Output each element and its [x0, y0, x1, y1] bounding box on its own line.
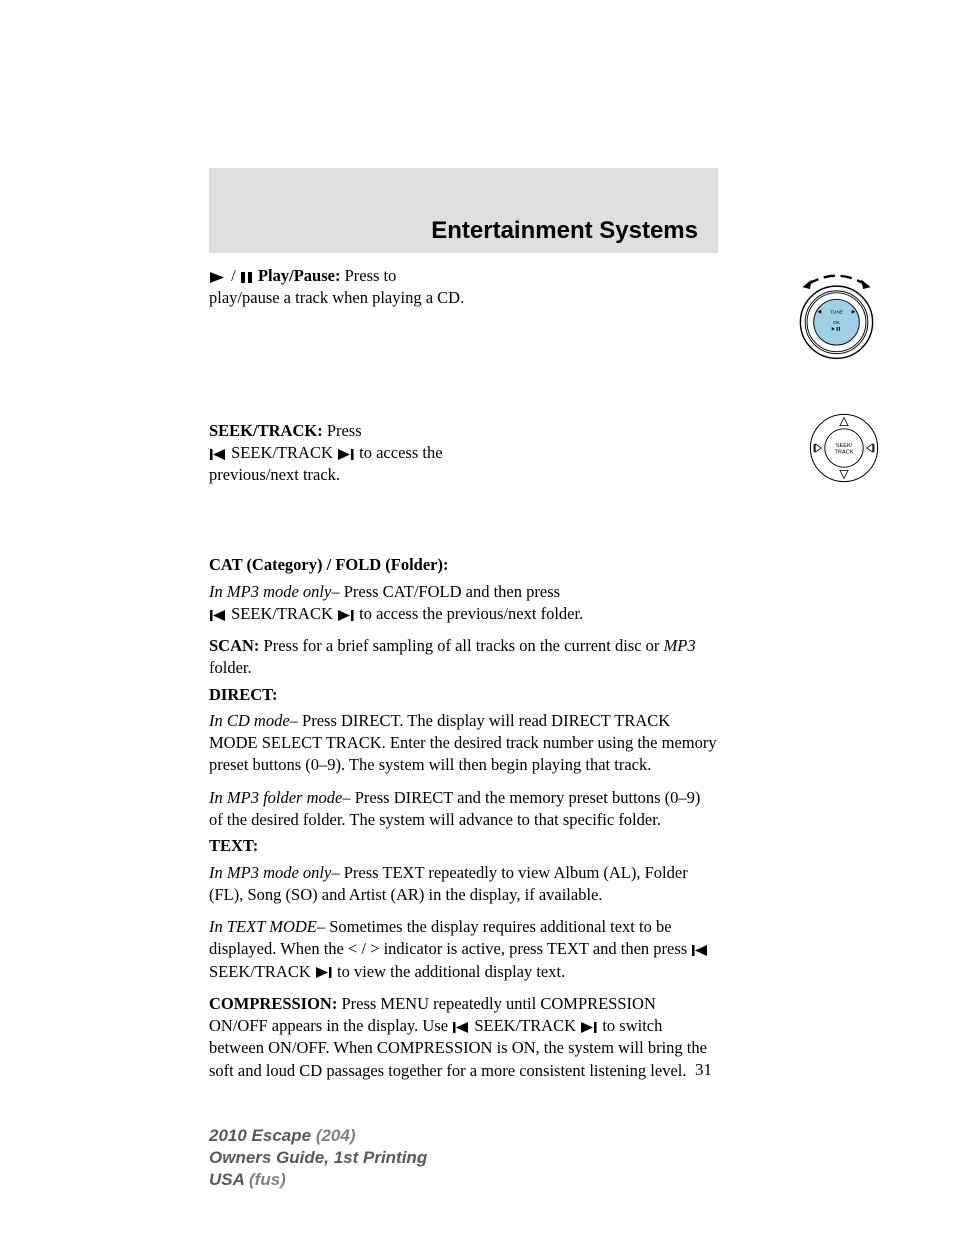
footer-line2: Owners Guide, 1st Printing — [209, 1147, 427, 1169]
prev-track-icon — [452, 1021, 470, 1034]
next-track-icon — [580, 1021, 598, 1034]
cat-post: to access the previous/next folder. — [359, 604, 583, 623]
scan-italic: MP3 — [664, 636, 696, 655]
text-textmode: In TEXT MODE — [209, 917, 317, 936]
next-track-icon — [337, 609, 355, 622]
prev-track-icon — [691, 944, 709, 957]
svg-text:SEEK/: SEEK/ — [836, 443, 853, 449]
cat-mid: SEEK/TRACK — [231, 604, 333, 623]
compression-paragraph: COMPRESSION: Press MENU repeatedly until… — [209, 993, 718, 1082]
direct-label: DIRECT: — [209, 684, 718, 706]
svg-text:TUNE: TUNE — [830, 310, 843, 316]
next-track-icon — [337, 448, 355, 461]
seek-track-dial-illustration: SEEK/ TRACK — [804, 408, 884, 488]
seektrack-mid: SEEK/TRACK — [231, 443, 333, 462]
tune-dial-illustration: TUNE OK — [789, 270, 884, 365]
footer-line1: 2010 Escape (204) — [209, 1125, 427, 1147]
cat-pre: – Press CAT/FOLD and then press — [331, 582, 560, 601]
seektrack-label: SEEK/TRACK: — [209, 421, 323, 440]
seektrack-paragraph: SEEK/TRACK: Press SEEK/TRACK to access t… — [209, 420, 489, 487]
text-label: TEXT: — [209, 835, 718, 857]
pause-icon — [240, 271, 254, 284]
playpause-paragraph: / Play/Pause: Press to play/pause a trac… — [209, 265, 469, 310]
svg-text:TRACK: TRACK — [835, 450, 854, 456]
cat-heading: CAT (Category) / FOLD (Folder): — [209, 554, 718, 576]
text-mp3-paragraph: In MP3 mode only– Press TEXT repeatedly … — [209, 862, 718, 907]
svg-text:OK: OK — [833, 320, 841, 326]
content-area: / Play/Pause: Press to play/pause a trac… — [209, 265, 718, 1086]
cat-paragraph: In MP3 mode only– Press CAT/FOLD and the… — [209, 581, 718, 626]
header-block: Entertainment Systems — [209, 168, 718, 253]
next-track-icon — [315, 966, 333, 979]
direct-cd-paragraph: In CD mode– Press DIRECT. The display wi… — [209, 710, 718, 777]
text-body2: to view the additional display text. — [337, 962, 565, 981]
scan-body1: Press for a brief sampling of all tracks… — [259, 636, 663, 655]
scan-paragraph: SCAN: Press for a brief sampling of all … — [209, 635, 718, 680]
scan-label: SCAN: — [209, 636, 259, 655]
scan-body2: folder. — [209, 658, 252, 677]
direct-cdmode: In CD mode — [209, 711, 290, 730]
text-textmode-paragraph: In TEXT MODE– Sometimes the display requ… — [209, 916, 718, 983]
text-mid: SEEK/TRACK — [209, 962, 311, 981]
page-title: Entertainment Systems — [431, 217, 698, 245]
footer-line3: USA (fus) — [209, 1169, 427, 1191]
compression-label: COMPRESSION: — [209, 994, 337, 1013]
prev-track-icon — [209, 448, 227, 461]
direct-folder-paragraph: In MP3 folder mode– Press DIRECT and the… — [209, 787, 718, 832]
footer: 2010 Escape (204) Owners Guide, 1st Prin… — [209, 1125, 427, 1191]
playpause-label: Play/Pause: — [258, 266, 341, 285]
text-mp3mode: In MP3 mode only — [209, 863, 331, 882]
compression-mid: SEEK/TRACK — [474, 1016, 576, 1035]
prev-track-icon — [209, 609, 227, 622]
cat-mode: In MP3 mode only — [209, 582, 331, 601]
play-icon — [209, 271, 227, 284]
seektrack-pre: Press — [323, 421, 362, 440]
page-number: 31 — [695, 1059, 712, 1082]
direct-foldermode: In MP3 folder mode — [209, 788, 342, 807]
